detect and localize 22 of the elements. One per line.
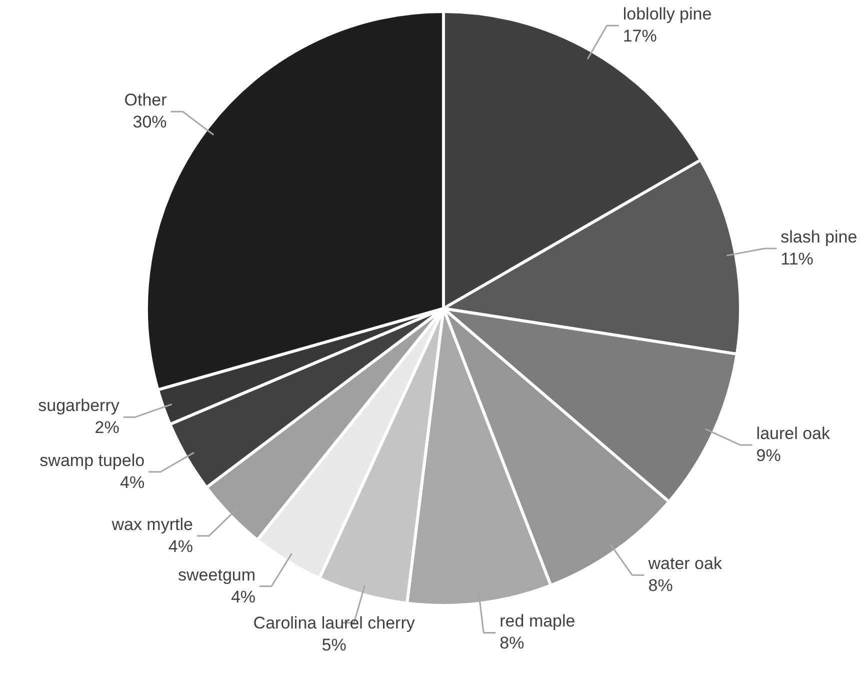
data-label: 4% xyxy=(230,587,256,606)
data-label: 8% xyxy=(500,634,524,653)
slice-label: water oak xyxy=(647,554,722,574)
slice-label: sugarberry xyxy=(38,396,120,416)
data-label: 2% xyxy=(94,418,120,438)
slice-label: swamp tupelo xyxy=(40,450,145,470)
slice-label: slash pine xyxy=(780,227,858,246)
slice-label: loblolly pine xyxy=(622,4,712,24)
data-label: 11% xyxy=(780,249,814,268)
data-label: 17% xyxy=(622,26,657,46)
data-label: 9% xyxy=(756,446,781,466)
slice-label: sweetgum xyxy=(178,565,256,584)
data-label: 4% xyxy=(168,536,193,556)
slice-label: laurel oak xyxy=(756,424,831,444)
slice-label: wax myrtle xyxy=(110,514,193,534)
slice-label: Carolina laurel cherry xyxy=(253,614,416,633)
data-label: 4% xyxy=(120,472,145,492)
data-label: 5% xyxy=(322,636,346,655)
data-label: 8% xyxy=(648,576,673,596)
slice-label: red maple xyxy=(500,612,576,631)
data-label: 30% xyxy=(132,112,167,132)
slice-label: Other xyxy=(124,90,168,110)
